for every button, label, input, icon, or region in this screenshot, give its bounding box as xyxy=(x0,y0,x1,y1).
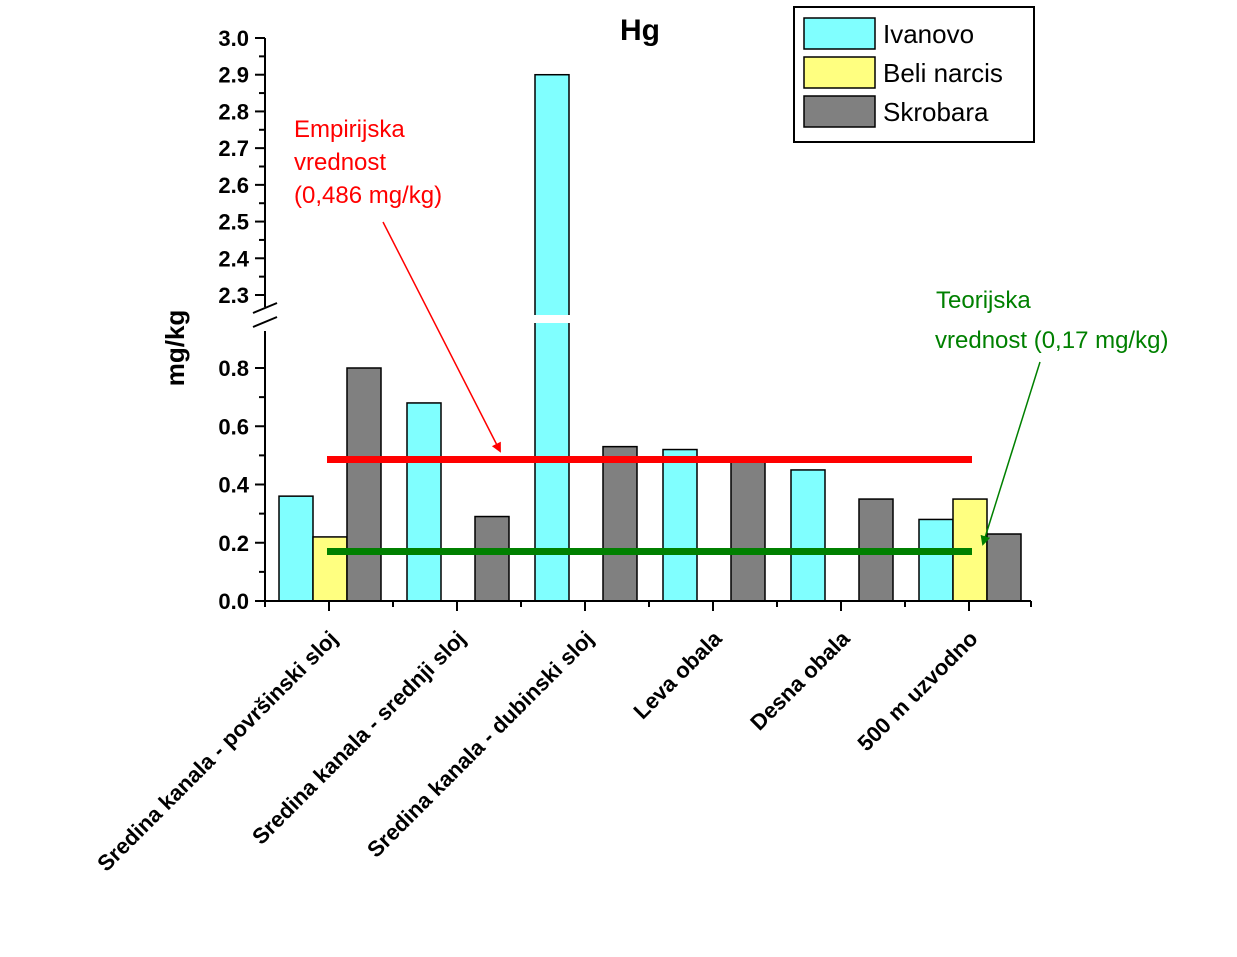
bar-ivanovo-3 xyxy=(534,73,570,602)
y-tick-label: 2.5 xyxy=(218,210,249,235)
empirical-annotation-line: vrednost xyxy=(294,149,386,176)
empirical-annotation-line: (0,486 mg/kg) xyxy=(294,182,442,209)
y-tick-label: 0.4 xyxy=(218,473,249,498)
y-tick-label: 3.0 xyxy=(218,26,249,51)
x-tick-label: Sredina kanala - površinski sloj xyxy=(92,626,342,876)
bar-ivanovo-1 xyxy=(278,495,314,602)
axes-group: 0.0 0.2 0.4 0.6 0.8 2.3 2.4 2.5 2.6 2.7 2.8 2.9 3.0 xyxy=(218,26,1032,614)
bar-skrobara-3 xyxy=(602,445,638,602)
bar-skrobara-1 xyxy=(346,367,382,602)
x-tick-label: Sredina kanala - dubinski sloj xyxy=(362,626,598,862)
y-tick-label: 2.3 xyxy=(218,283,249,308)
bar-ivanovo-4 xyxy=(662,448,698,602)
x-tick-label: Leva obala xyxy=(628,625,727,724)
y-axis-label: mg/kg xyxy=(160,310,190,387)
legend-swatch xyxy=(803,17,876,50)
x-tick-label: Desna obala xyxy=(745,625,855,735)
y-tick-label: 0.2 xyxy=(218,531,249,556)
bar-beli-narcis-1 xyxy=(312,536,348,602)
y-tick-label: 2.8 xyxy=(218,99,249,124)
theoretical-arrow xyxy=(980,361,1041,546)
axis-break-mark-2 xyxy=(252,316,278,328)
axis-break-band xyxy=(266,315,1032,323)
x-tick-label: Sredina kanala - srednji sloj xyxy=(247,626,470,849)
legend-label: Ivanovo xyxy=(883,19,974,49)
y-tick-label: 2.4 xyxy=(218,246,249,271)
legend: Ivanovo Beli narcis Skrobara xyxy=(793,6,1035,143)
empirical-arrow xyxy=(382,221,501,453)
y-tick-label: 0.6 xyxy=(218,414,249,439)
y-tick-label: 2.9 xyxy=(218,63,249,88)
annotations: Empirijska vrednost (0,486 mg/kg) Teorijska… xyxy=(294,116,1168,546)
x-tick-labels: Sredina kanala - površinski slojSredina … xyxy=(92,625,982,876)
chart-title: Hg xyxy=(620,14,660,47)
bar-ivanovo-5 xyxy=(790,469,826,602)
y-tick-label: 0.0 xyxy=(218,589,249,614)
bar-ivanovo-2 xyxy=(406,402,442,602)
empirical-annotation-line: Empirijska xyxy=(294,116,405,143)
theoretical-annotation-line: Teorijska xyxy=(936,287,1031,314)
reference-lines xyxy=(327,455,972,555)
bar-ivanovo-6 xyxy=(918,518,954,602)
legend-swatch xyxy=(803,95,876,128)
axis-break-gap xyxy=(266,315,1032,323)
bars-group xyxy=(278,73,1022,602)
legend-swatch xyxy=(803,56,876,89)
theoretical-annotation-line: vrednost (0,17 mg/kg) xyxy=(935,327,1168,354)
bar-skrobara-4 xyxy=(730,457,766,602)
y-tick-label: 2.7 xyxy=(218,136,249,161)
legend-label: Beli narcis xyxy=(883,58,1003,88)
bar-skrobara-2 xyxy=(474,515,510,602)
y-tick-label: 0.8 xyxy=(218,356,249,381)
x-tick-label: 500 m uzvodno xyxy=(852,626,982,756)
bar-skrobara-6 xyxy=(986,533,1022,602)
y-tick-label: 2.6 xyxy=(218,173,249,198)
legend-label: Skrobara xyxy=(883,97,989,127)
axis-break-mark-1 xyxy=(252,302,278,314)
